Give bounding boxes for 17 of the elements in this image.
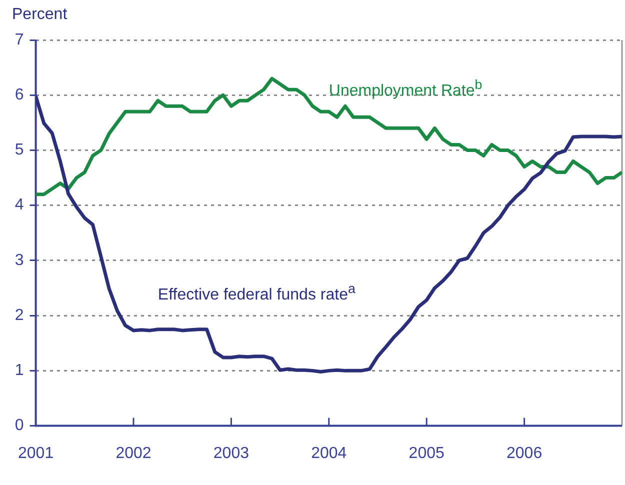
y-tick-label: 5	[14, 142, 24, 159]
x-tick-label: 2005	[408, 444, 444, 462]
y-tick-label: 1	[14, 362, 24, 380]
series-label: Effective federal funds rate$^{a}$	[158, 280, 356, 305]
y-tick-label: 7	[14, 31, 24, 48]
x-tick-label: 2002	[116, 444, 152, 462]
y-axis-title: Percent	[12, 6, 68, 24]
x-tick-label: 2003	[213, 444, 250, 462]
y-tick-label: 3	[14, 252, 24, 269]
y-tick-label: 4	[14, 196, 24, 214]
x-tick-label: 2004	[311, 444, 347, 462]
x-tick-label: 2001	[18, 444, 54, 462]
y-tick-label: 0	[14, 417, 24, 434]
x-tick-label: 2006	[506, 444, 542, 462]
y-tick-label: 2	[14, 306, 24, 324]
y-tick-label: 6	[14, 86, 24, 104]
series-label: Unemployment Rate$^{b}$	[328, 76, 482, 101]
